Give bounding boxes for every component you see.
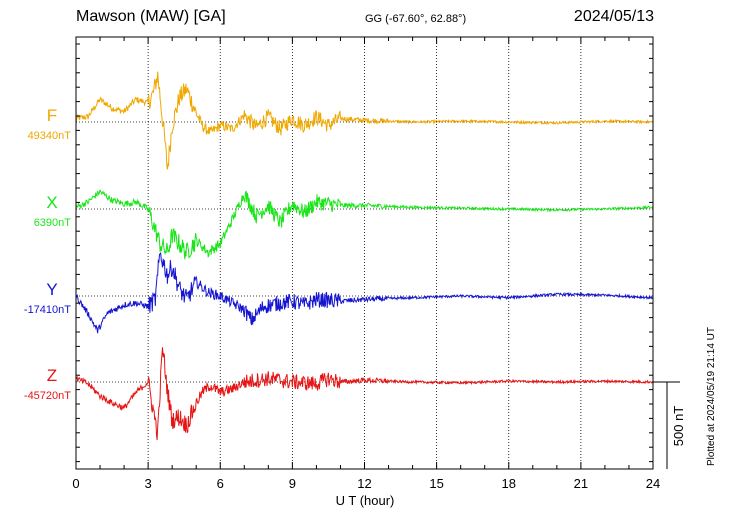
channel-baseline-x: 6390nT <box>34 217 72 229</box>
x-tick-label: 9 <box>289 476 296 491</box>
scale-bar-label: 500 nT <box>671 406 686 447</box>
channel-baseline-y: -17410nT <box>24 304 71 316</box>
series-traces <box>75 71 654 441</box>
channel-label-x: X <box>46 193 57 212</box>
x-tick-label: 18 <box>502 476 516 491</box>
x-tick-label: 24 <box>646 476 660 491</box>
grid-lines <box>147 37 582 469</box>
channel-label-z: Z <box>47 366 57 385</box>
x-tick-label: 0 <box>72 476 79 491</box>
x-tick-label: 21 <box>574 476 588 491</box>
channel-baseline-f: 49340nT <box>28 130 72 142</box>
channel-labels: F 49340nT X 6390nT Y -17410nT Z -45720nT <box>24 106 71 402</box>
channel-label-f: F <box>47 106 57 125</box>
channel-baseline-z: -45720nT <box>24 390 71 402</box>
x-tick-label: 3 <box>145 476 152 491</box>
x-axis-title: U T (hour) <box>336 493 395 508</box>
geo-coordinates: GG (-67.60°, 62.88°) <box>365 13 467 25</box>
series-y-line <box>75 251 654 334</box>
axis-ticks <box>75 37 654 469</box>
scale-bar: 500 nT <box>653 381 686 469</box>
x-tick-labels: 0 3 6 9 12 15 18 21 24 <box>72 476 660 491</box>
plot-date: 2024/05/13 <box>573 8 654 25</box>
plotted-timestamp: Plotted at 2024/05/19 21:14 UT <box>706 327 717 466</box>
x-tick-label: 15 <box>429 476 443 491</box>
station-title: Mawson (MAW) [GA] <box>76 8 226 25</box>
channel-label-y: Y <box>46 280 57 299</box>
series-f-line <box>75 71 654 170</box>
series-x-line <box>75 189 654 260</box>
series-z-line <box>75 347 654 441</box>
x-tick-label: 6 <box>217 476 224 491</box>
x-tick-label: 12 <box>357 476 371 491</box>
